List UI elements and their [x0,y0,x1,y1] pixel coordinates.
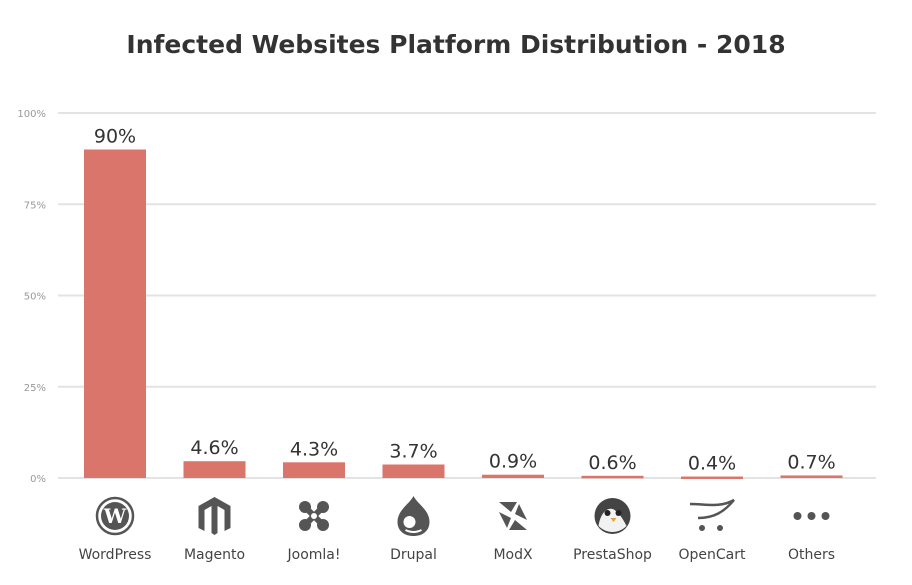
y-tick-label: 50% [24,292,46,303]
bar-magento [183,461,246,478]
opencart-icon [689,498,735,531]
bar-prestashop [581,475,644,479]
data-label: 4.6% [190,437,238,459]
bar-wordpress [84,149,146,478]
svg-text:W: W [103,504,127,528]
platform-icons: W [95,496,830,536]
magento-icon [198,497,231,535]
data-label: 0.7% [787,451,835,473]
bar-opencart [681,476,743,480]
y-tick-label: 75% [24,200,46,211]
data-label: 3.7% [389,440,437,462]
bars [84,149,843,480]
data-labels: 90% 4.6% 4.3% 3.7% 0.9% 0.6% 0.4% 0.7% [94,126,836,475]
modx-icon [499,502,527,530]
category-label: Magento [184,547,245,563]
category-label: Joomla! [287,547,341,563]
category-label: ModX [493,547,533,563]
category-label: PrestaShop [573,547,652,563]
bar-drupal [382,464,445,478]
others-icon [793,512,830,520]
drupal-icon [397,496,430,536]
y-tick-label: 100% [17,109,46,120]
y-tick-label: 0% [30,474,46,485]
bar-modx [482,474,544,478]
data-label: 90% [94,126,136,148]
category-labels: WordPress Magento Joomla! Drupal ModX PrestaS… [79,547,835,563]
data-label: 0.4% [688,453,736,475]
joomla-icon [299,501,329,531]
category-label: WordPress [79,547,152,563]
category-label: Others [788,547,835,563]
data-label: 0.9% [489,451,537,473]
bar-others [780,475,843,478]
bar-joomla [283,462,345,478]
grid-lines: 0% 25% 50% 75% 100% [17,109,876,485]
category-label: Drupal [390,547,437,563]
prestashop-icon [594,498,631,534]
wordpress-icon: W [95,496,135,536]
category-label: OpenCart [679,547,747,563]
chart-title: Infected Websites Platform Distribution … [126,30,786,59]
data-label: 0.6% [588,452,636,474]
data-label: 4.3% [290,438,338,460]
y-tick-label: 25% [24,383,46,394]
